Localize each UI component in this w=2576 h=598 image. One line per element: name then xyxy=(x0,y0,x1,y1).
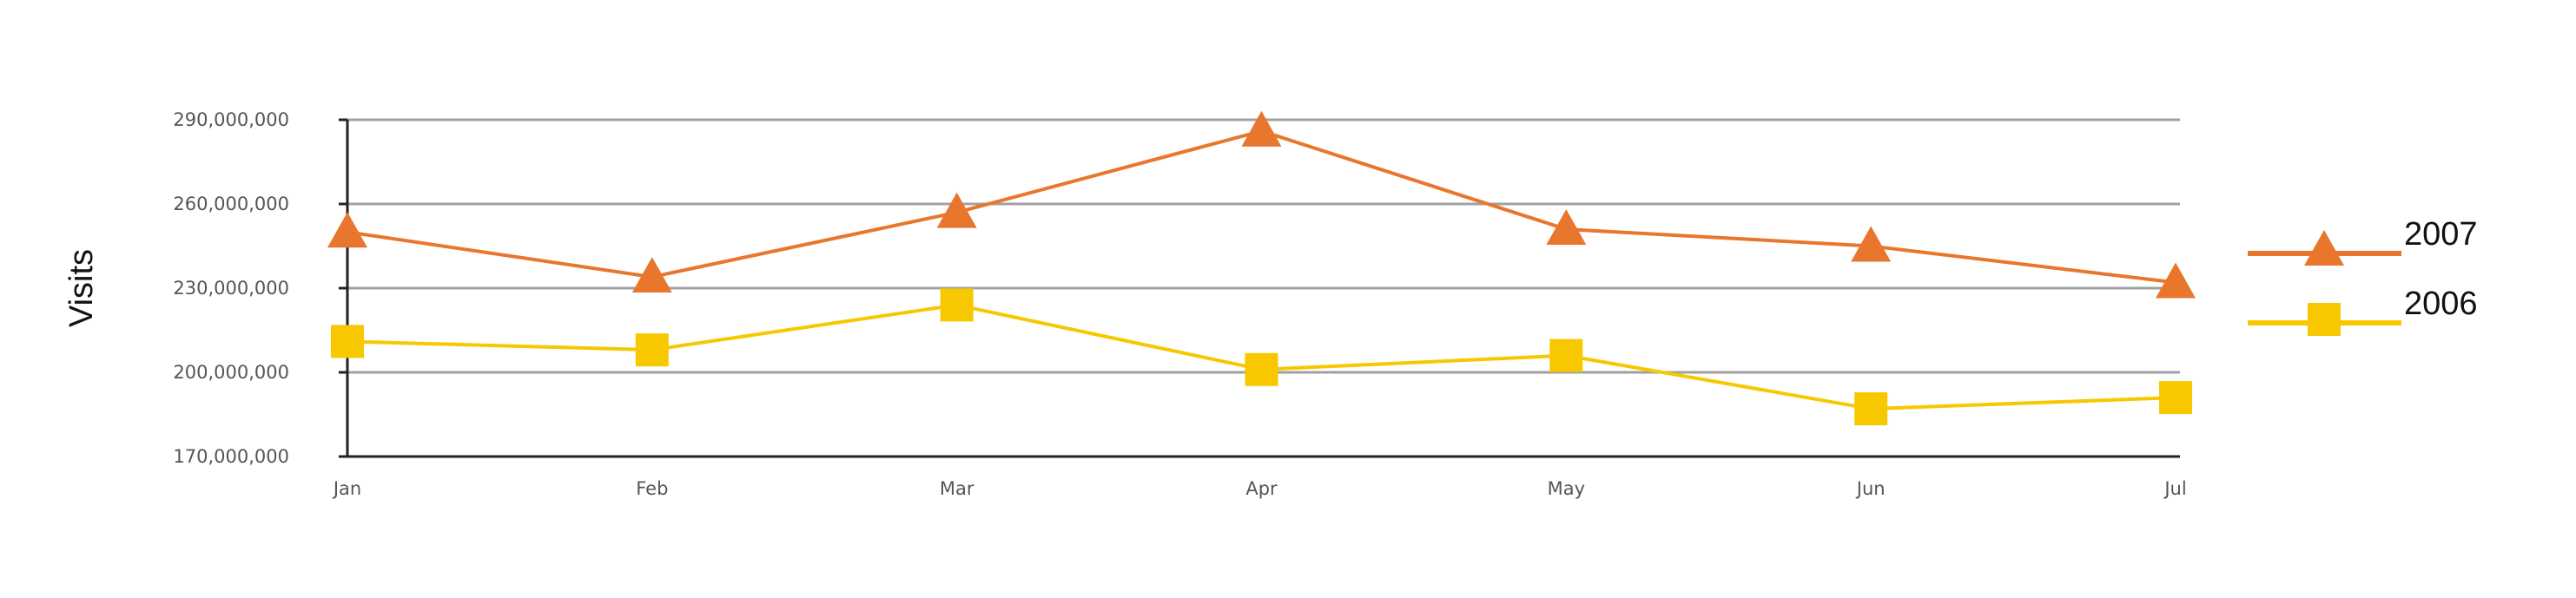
legend-label-2007: 2007 xyxy=(2404,216,2478,253)
data-point-2006 xyxy=(1245,352,1278,386)
x-tick-label: Mar xyxy=(940,478,974,499)
y-tick-label: 170,000,000 xyxy=(173,446,289,467)
series xyxy=(327,110,2196,426)
legend-marker-2006 xyxy=(2308,303,2341,336)
data-point-2006 xyxy=(331,325,364,358)
x-tick-labels: Jan Feb Mar Apr May Jun Jul xyxy=(332,478,2187,499)
data-point-2007 xyxy=(1241,110,1282,147)
y-tick-labels: 170,000,000 200,000,000 230,000,000 260,000… xyxy=(173,109,289,467)
data-point-2006 xyxy=(940,288,974,322)
legend-item-2006: 2006 xyxy=(2248,286,2478,336)
legend-item-2007: 2007 xyxy=(2248,216,2478,266)
data-point-2006 xyxy=(2159,381,2192,415)
x-tick-label: Jul xyxy=(2163,478,2186,499)
x-tick-label: Feb xyxy=(636,478,668,499)
x-tick-label: Jun xyxy=(1855,478,1886,499)
x-tick-label: Apr xyxy=(1245,478,1278,499)
data-point-2007 xyxy=(327,212,367,248)
data-point-2007 xyxy=(1851,226,1892,262)
y-tick-label: 200,000,000 xyxy=(173,362,289,383)
legend: 2007 2006 xyxy=(2248,216,2478,336)
x-tick-label: May xyxy=(1548,478,1585,499)
x-tick-label: Jan xyxy=(332,478,361,499)
legend-label-2006: 2006 xyxy=(2404,286,2478,322)
y-tick-label: 260,000,000 xyxy=(173,194,289,214)
series-line-2007 xyxy=(347,128,2176,285)
y-axis-title: Visits xyxy=(63,249,100,327)
series-2006 xyxy=(331,288,2192,426)
data-point-2007 xyxy=(1546,209,1587,246)
legend-marker-2007 xyxy=(2304,230,2344,266)
data-point-2007 xyxy=(936,192,977,228)
series-2007 xyxy=(327,110,2196,299)
y-tick-label: 230,000,000 xyxy=(173,278,289,299)
data-point-2007 xyxy=(2156,262,2196,299)
data-point-2006 xyxy=(1854,392,1888,426)
y-tick-label: 290,000,000 xyxy=(173,109,289,130)
data-point-2007 xyxy=(631,257,672,293)
data-point-2006 xyxy=(1549,338,1583,372)
data-point-2006 xyxy=(635,333,669,367)
